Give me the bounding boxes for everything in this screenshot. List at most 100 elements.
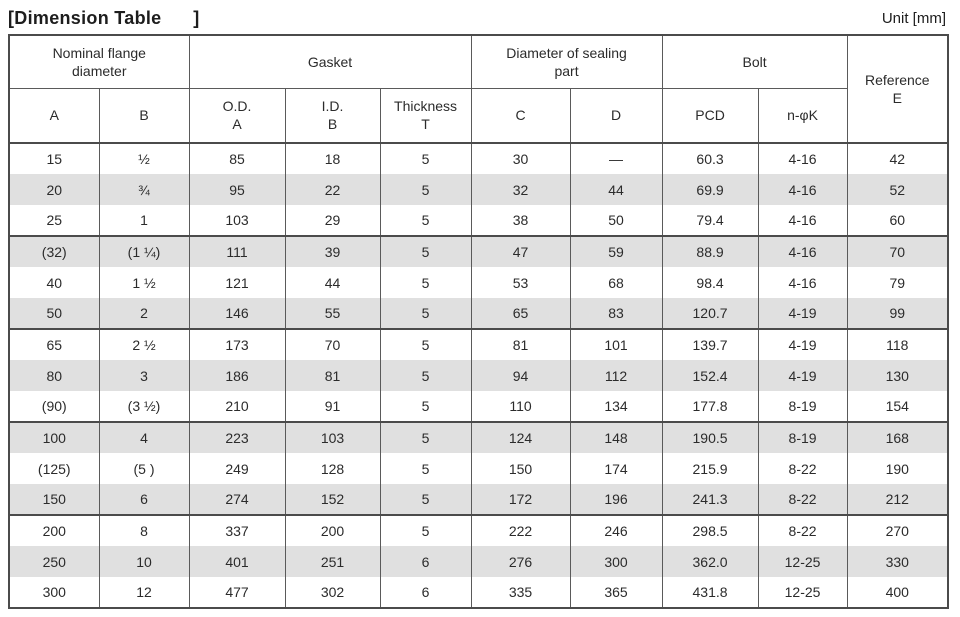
cell-gasket-od-a: 186: [188, 360, 286, 391]
cell-a: 50: [8, 298, 100, 329]
cell-gasket-id-b: 302: [284, 577, 381, 608]
cell-pcd: 139.7: [661, 329, 759, 360]
cell-thickness-t: 6: [379, 546, 472, 577]
cell-pcd: 69.9: [661, 174, 759, 205]
cell-n-phik: 8-22: [757, 515, 848, 546]
cell-pcd: 298.5: [661, 515, 759, 546]
cell-gasket-od-a: 146: [188, 298, 286, 329]
cell-a: 250: [8, 546, 100, 577]
column-header-d: D: [569, 88, 663, 144]
cell-c: 222: [470, 515, 571, 546]
cell-reference-e: 118: [846, 329, 949, 360]
table-row: (32) (1 ¼) 111 39 5 47 59 88.9 4-16 70: [8, 236, 949, 267]
cell-gasket-od-a: 477: [188, 577, 286, 608]
cell-n-phik: 8-22: [757, 484, 848, 515]
cell-c: 94: [470, 360, 571, 391]
cell-d: 148: [569, 422, 663, 453]
cell-a: 150: [8, 484, 100, 515]
cell-n-phik: 12-25: [757, 546, 848, 577]
cell-pcd: 431.8: [661, 577, 759, 608]
cell-thickness-t: 5: [379, 391, 472, 422]
cell-thickness-t: 5: [379, 484, 472, 515]
cell-pcd: 190.5: [661, 422, 759, 453]
cell-gasket-id-b: 55: [284, 298, 381, 329]
cell-c: 32: [470, 174, 571, 205]
cell-pcd: 177.8: [661, 391, 759, 422]
cell-reference-e: 212: [846, 484, 949, 515]
cell-d: 59: [569, 236, 663, 267]
cell-gasket-id-b: 81: [284, 360, 381, 391]
cell-thickness-t: 6: [379, 577, 472, 608]
cell-b: ¾: [98, 174, 190, 205]
column-header-pcd: PCD: [661, 88, 759, 144]
cell-thickness-t: 5: [379, 205, 472, 236]
column-group-reference-e: Reference E: [846, 35, 949, 144]
cell-gasket-id-b: 44: [284, 267, 381, 298]
cell-d: 50: [569, 205, 663, 236]
table-row: 200 8 337 200 5 222 246 298.5 8-22 270: [8, 515, 949, 546]
cell-a: (32): [8, 236, 100, 267]
table-row: 150 6 274 152 5 172 196 241.3 8-22 212: [8, 484, 949, 515]
table-row: 15 ½ 85 18 5 30—60.3 4-16 42: [8, 143, 949, 174]
table-row: (90) (3 ½) 210 91 5 110 134 177.8 8-19 154: [8, 391, 949, 422]
table-row: 100 4 223 103 5 124 148 190.5 8-19 168: [8, 422, 949, 453]
cell-c: 335: [470, 577, 571, 608]
cell-c: 150: [470, 453, 571, 484]
cell-c: 81: [470, 329, 571, 360]
cell-gasket-od-a: 337: [188, 515, 286, 546]
cell-a: 25: [8, 205, 100, 236]
cell-gasket-od-a: 103: [188, 205, 286, 236]
cell-b: (5 ): [98, 453, 190, 484]
cell-b: (1 ¼): [98, 236, 190, 267]
cell-reference-e: 99: [846, 298, 949, 329]
cell-thickness-t: 5: [379, 236, 472, 267]
table-row: (125) (5 ) 249 128 5 150 174 215.9 8-22 190: [8, 453, 949, 484]
cell-gasket-id-b: 103: [284, 422, 381, 453]
column-header-n-phik: n-φK: [757, 88, 848, 144]
table-row: 40 1 ½ 121 44 5 53 68 98.4 4-16 79: [8, 267, 949, 298]
cell-gasket-id-b: 70: [284, 329, 381, 360]
column-header-thickness-t: Thickness T: [379, 88, 472, 144]
cell-reference-e: 130: [846, 360, 949, 391]
cell-d: —: [569, 143, 663, 174]
cell-reference-e: 52: [846, 174, 949, 205]
cell-thickness-t: 5: [379, 453, 472, 484]
column-group-bolt: Bolt: [661, 35, 848, 89]
cell-b: ½: [98, 143, 190, 174]
cell-reference-e: 79: [846, 267, 949, 298]
cell-c: 47: [470, 236, 571, 267]
page-title: [Dimension Table ]: [8, 8, 200, 28]
table-row: 50 2 146 55 5 65 83 120.7 4-19 99: [8, 298, 949, 329]
cell-n-phik: 4-19: [757, 360, 848, 391]
table-row: 25 1 103 29 5 38 50 79.4 4-16 60: [8, 205, 949, 236]
column-header-b: B: [98, 88, 190, 144]
cell-pcd: 241.3: [661, 484, 759, 515]
cell-thickness-t: 5: [379, 298, 472, 329]
cell-d: 300: [569, 546, 663, 577]
cell-a: 80: [8, 360, 100, 391]
cell-n-phik: 4-16: [757, 205, 848, 236]
column-header-c: C: [470, 88, 571, 144]
cell-gasket-id-b: 22: [284, 174, 381, 205]
cell-gasket-od-a: 85: [188, 143, 286, 174]
cell-reference-e: 42: [846, 143, 949, 174]
cell-c: 276: [470, 546, 571, 577]
column-group-nominal-flange-diameter: Nominal flange diameter: [8, 35, 190, 89]
column-header-gasket-id-b: I.D. B: [284, 88, 381, 144]
cell-gasket-id-b: 18: [284, 143, 381, 174]
cell-c: 172: [470, 484, 571, 515]
cell-b: 10: [98, 546, 190, 577]
cell-pcd: 98.4: [661, 267, 759, 298]
cell-b: 8: [98, 515, 190, 546]
table-row: 20 ¾ 95 22 5 32 44 69.9 4-16 52: [8, 174, 949, 205]
cell-b: 1 ½: [98, 267, 190, 298]
cell-b: 2 ½: [98, 329, 190, 360]
cell-gasket-id-b: 91: [284, 391, 381, 422]
cell-n-phik: 12-25: [757, 577, 848, 608]
cell-b: 3: [98, 360, 190, 391]
table-row: 80 3 186 81 5 94 112 152.4 4-19 130: [8, 360, 949, 391]
cell-gasket-od-a: 111: [188, 236, 286, 267]
cell-d: 365: [569, 577, 663, 608]
cell-c: 38: [470, 205, 571, 236]
cell-pcd: 120.7: [661, 298, 759, 329]
